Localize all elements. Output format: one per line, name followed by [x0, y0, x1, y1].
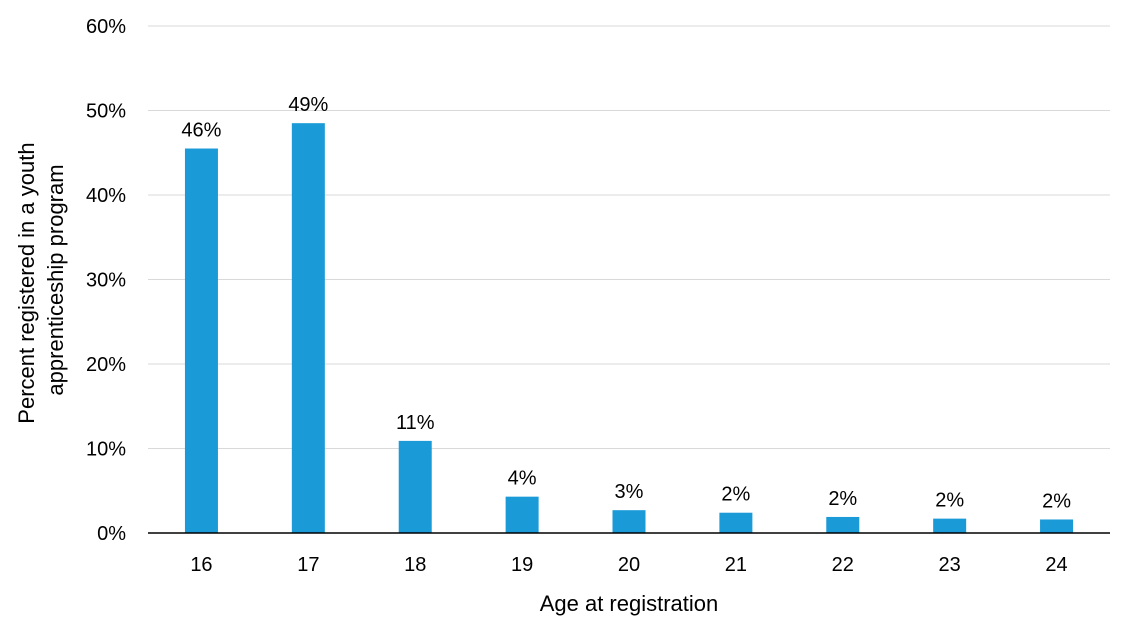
- x-tick-label-19: 19: [511, 554, 533, 576]
- data-label-22: 2%: [828, 488, 857, 510]
- y-axis-ticks: 0% 10% 20% 30% 40% 50% 60%: [86, 16, 126, 545]
- data-label-17: 49%: [288, 94, 328, 116]
- data-label-24: 2%: [1042, 490, 1071, 512]
- data-label-23: 2%: [935, 490, 964, 512]
- bar-20: [612, 510, 646, 533]
- data-labels: 46% 49% 11% 4% 3% 2% 2% 2% 2%: [181, 94, 1071, 512]
- bar-19: [505, 496, 539, 533]
- y-axis-title: Percent registered in a youth apprentice…: [14, 136, 68, 423]
- data-label-20: 3%: [615, 481, 644, 503]
- y-tick-label: 40%: [86, 185, 126, 207]
- bar-16: [184, 148, 218, 533]
- x-tick-label-21: 21: [725, 554, 747, 576]
- y-tick-label: 60%: [86, 16, 126, 38]
- x-tick-label-20: 20: [618, 554, 640, 576]
- x-tick-label-16: 16: [190, 554, 212, 576]
- bar-17: [291, 123, 325, 534]
- data-label-18: 11%: [396, 412, 435, 434]
- x-tick-label-24: 24: [1045, 554, 1067, 576]
- bar-24: [1040, 519, 1074, 533]
- y-tick-label: 0%: [97, 523, 126, 545]
- y-tick-label: 10%: [86, 439, 126, 461]
- y-axis-title-line-1: Percent registered in a youth: [14, 142, 39, 423]
- x-axis-title: Age at registration: [540, 591, 719, 616]
- x-axis-ticks: 16 17 18 19 20 21 22 23 24: [190, 554, 1067, 576]
- bar-22: [826, 516, 860, 533]
- y-axis-title-line-2: apprenticeship program: [43, 164, 68, 395]
- data-label-19: 4%: [508, 468, 537, 490]
- y-tick-label: 20%: [86, 354, 126, 376]
- x-tick-label-23: 23: [939, 554, 961, 576]
- bar-18: [398, 440, 432, 533]
- y-tick-label: 30%: [86, 270, 126, 292]
- data-label-21: 2%: [721, 484, 750, 506]
- x-tick-label-22: 22: [832, 554, 854, 576]
- bar-23: [933, 518, 967, 533]
- y-tick-label: 50%: [86, 101, 126, 123]
- x-tick-label-17: 17: [297, 554, 319, 576]
- bars: [184, 123, 1074, 534]
- x-tick-label-18: 18: [404, 554, 426, 576]
- data-label-16: 46%: [181, 120, 221, 142]
- bar-21: [719, 512, 753, 533]
